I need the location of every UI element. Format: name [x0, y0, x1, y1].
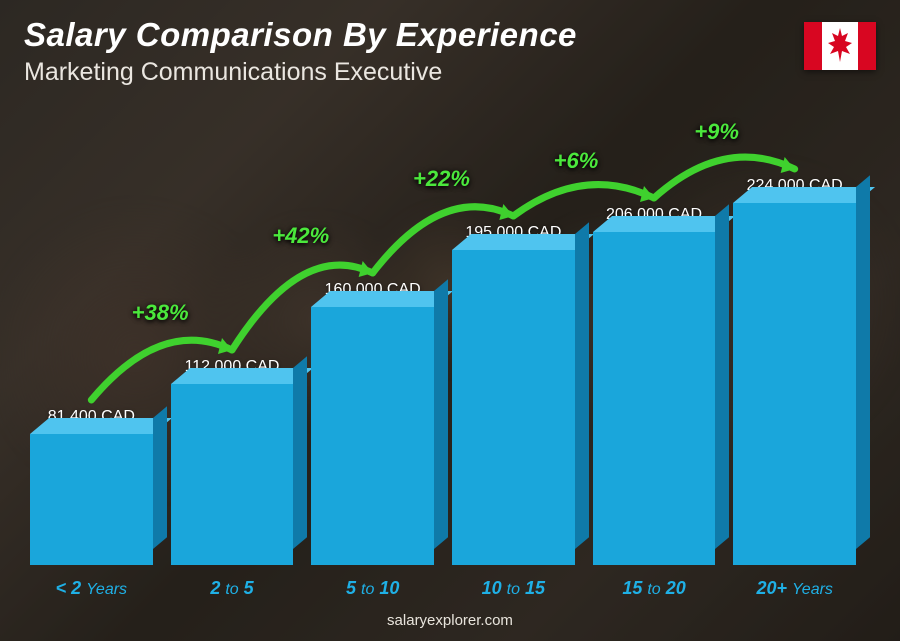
pct-change-label: +9% [694, 119, 739, 145]
x-axis-label: 10 to 15 [452, 578, 575, 599]
bar [30, 434, 153, 565]
bar [452, 250, 575, 565]
bar-slot: 81,400 CAD [30, 105, 153, 565]
bar-slot: 195,000 CAD [452, 105, 575, 565]
bar [593, 232, 716, 565]
x-axis-label: 5 to 10 [311, 578, 434, 599]
x-axis-labels: < 2 Years 2 to 5 5 to 10 10 to 15 15 to 20 20… [30, 578, 856, 599]
title-block: Salary Comparison By Experience Marketin… [24, 16, 577, 87]
footer-credit: salaryexplorer.com [0, 612, 900, 629]
x-axis-label: < 2 Years [30, 578, 153, 599]
x-axis-label: 2 to 5 [171, 578, 294, 599]
x-axis-label: 15 to 20 [593, 578, 716, 599]
bar-slot: 112,000 CAD [171, 105, 294, 565]
bar-slot: 224,000 CAD [733, 105, 856, 565]
pct-change-label: +6% [554, 148, 599, 174]
pct-change-label: +22% [413, 166, 470, 192]
pct-change-label: +38% [132, 300, 189, 326]
bar-slot: 206,000 CAD [593, 105, 716, 565]
bar [171, 384, 294, 565]
chart-subtitle: Marketing Communications Executive [24, 58, 577, 87]
bar [311, 307, 434, 565]
pct-change-label: +42% [272, 223, 329, 249]
bar [733, 203, 856, 565]
canada-flag-icon [804, 22, 876, 70]
chart-title: Salary Comparison By Experience [24, 16, 577, 54]
x-axis-label: 20+ Years [733, 578, 856, 599]
